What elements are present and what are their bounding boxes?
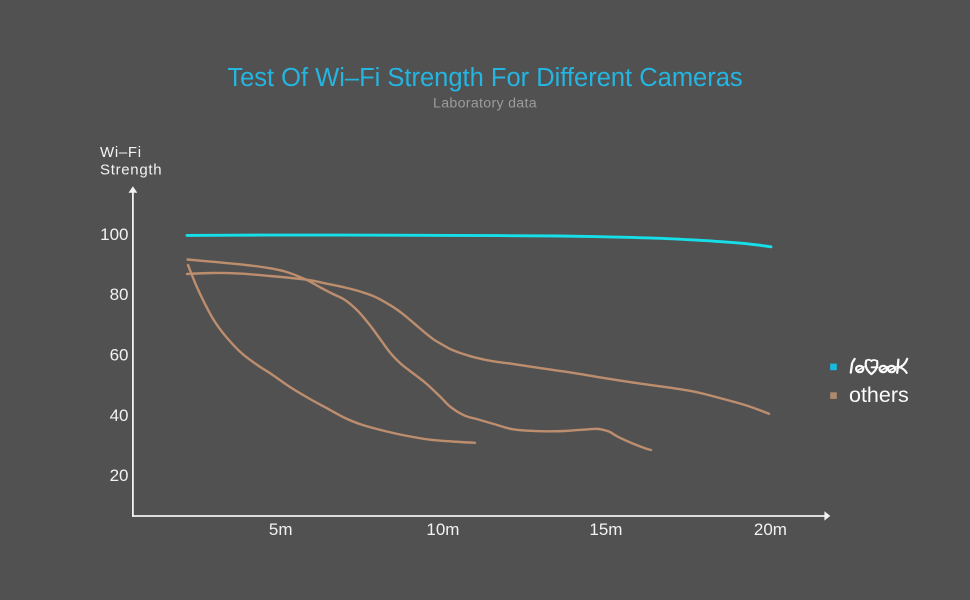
svg-text:60: 60 (110, 346, 129, 365)
svg-text:others: others (849, 383, 909, 407)
svg-text:Wi–Fi: Wi–Fi (100, 144, 142, 161)
svg-text:15m: 15m (589, 520, 622, 539)
svg-text:100: 100 (100, 225, 128, 244)
svg-text:40: 40 (110, 406, 129, 425)
svg-text:20: 20 (110, 466, 129, 485)
svg-text:20m: 20m (754, 520, 787, 539)
svg-text:5m: 5m (269, 520, 293, 539)
svg-text:Strength: Strength (100, 162, 162, 179)
svg-text:Laboratory data: Laboratory data (433, 95, 537, 111)
svg-text:Test Of Wi–Fi Strength For Dif: Test Of Wi–Fi Strength For Different Cam… (227, 64, 742, 92)
svg-text:80: 80 (110, 285, 129, 304)
svg-text:10m: 10m (426, 520, 459, 539)
